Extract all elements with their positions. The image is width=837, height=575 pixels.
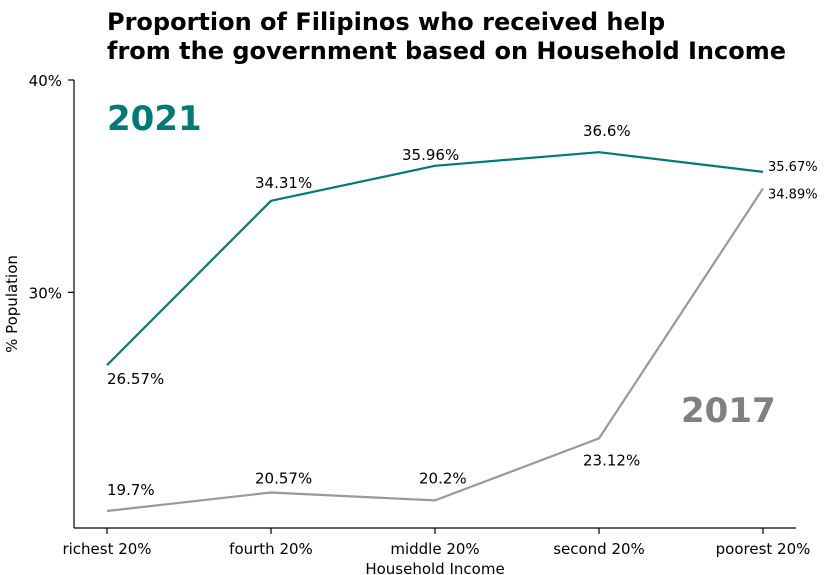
data-label-2021: 34.31% xyxy=(255,174,312,192)
y-axis-label: % Population xyxy=(3,255,21,353)
data-label-2021: 35.67% xyxy=(768,160,818,175)
series-line-2017 xyxy=(106,187,764,513)
chart-title-line-1: Proportion of Filipinos who received hel… xyxy=(107,8,665,36)
y-tick-label: 40% xyxy=(29,72,62,90)
series-lines xyxy=(106,151,764,513)
data-label-2017: 19.7% xyxy=(107,481,155,499)
chart-title-line-2: from the government based on Household I… xyxy=(107,37,786,65)
series-label-2021: 2021 xyxy=(107,99,202,139)
x-tick-label: middle 20% xyxy=(390,540,479,558)
data-label-2017: 34.89% xyxy=(768,187,818,202)
x-tick-label: poorest 20% xyxy=(716,540,811,558)
data-label-2021: 26.57% xyxy=(107,370,164,388)
x-tick-label: second 20% xyxy=(553,540,645,558)
data-label-2021: 35.96% xyxy=(402,146,459,164)
x-tick-label: richest 20% xyxy=(62,540,151,558)
data-label-2017: 20.57% xyxy=(255,470,312,488)
data-label-2021: 36.6% xyxy=(583,122,631,140)
data-label-2017: 23.12% xyxy=(583,451,640,469)
x-axis-label: Household Income xyxy=(365,560,504,575)
data-labels: 26.57% 34.31% 35.96% 36.6% 35.67% 19.7% 20.57%… xyxy=(107,122,818,499)
y-ticks: 30% 40% xyxy=(29,72,74,302)
y-tick-label: 30% xyxy=(29,284,62,302)
series-label-2017: 2017 xyxy=(681,391,776,431)
series-line-2021 xyxy=(106,151,764,366)
data-label-2017: 20.2% xyxy=(419,469,467,487)
x-ticks: richest 20% fourth 20% middle 20% second 20… xyxy=(62,528,810,558)
x-tick-label: fourth 20% xyxy=(229,540,313,558)
